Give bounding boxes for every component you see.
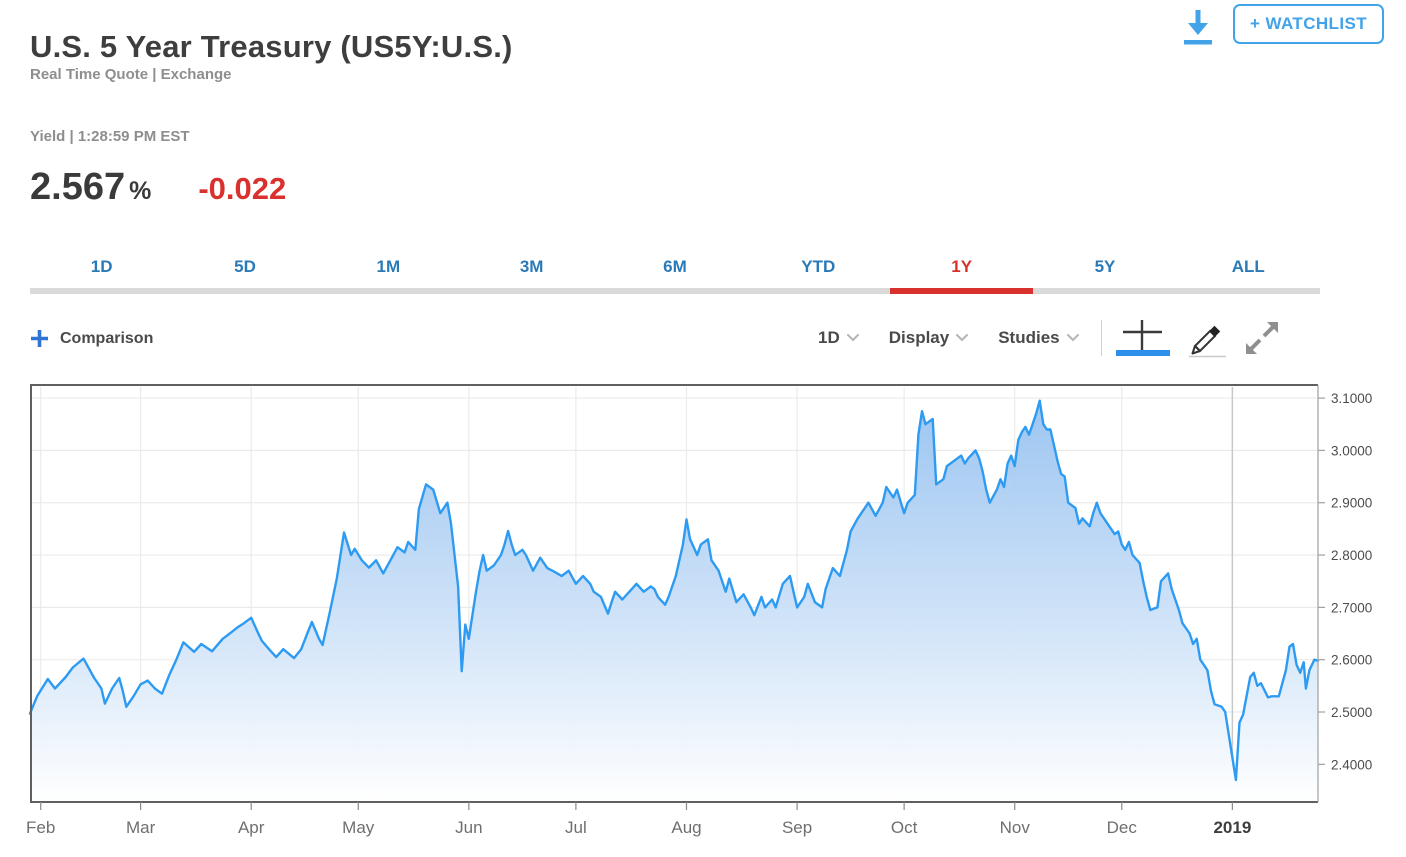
display-label: Display xyxy=(888,328,950,347)
y-axis-label: 2.5000 xyxy=(1331,705,1372,720)
x-axis-label: May xyxy=(342,818,375,837)
chevron-down-icon xyxy=(956,334,969,342)
tab-5y[interactable]: 5Y xyxy=(1094,257,1116,276)
active-tab-underline xyxy=(890,288,1034,294)
x-axis-label: Jun xyxy=(455,818,482,837)
y-axis-label: 2.9000 xyxy=(1331,496,1372,511)
tab-6m[interactable]: 6M xyxy=(663,257,687,276)
download-button[interactable] xyxy=(1181,8,1215,49)
pencil-icon xyxy=(1188,325,1226,358)
tab-5d[interactable]: 5D xyxy=(234,257,256,276)
range-tabs-track xyxy=(30,288,1320,294)
tab-ytd[interactable]: YTD xyxy=(801,257,836,276)
quote-time-label: Yield | 1:28:59 PM EST xyxy=(30,128,190,145)
interval-label: 1D xyxy=(818,328,840,347)
chevron-down-icon xyxy=(846,334,859,342)
x-axis-label: Oct xyxy=(891,818,918,837)
tab-all[interactable]: ALL xyxy=(1231,257,1265,276)
draw-tool-button[interactable] xyxy=(1186,318,1228,358)
yield-value: 2.567 xyxy=(30,166,126,208)
tab-1m[interactable]: 1M xyxy=(376,257,401,276)
x-axis-label: Jul xyxy=(565,818,587,837)
x-axis-label: Dec xyxy=(1107,818,1138,837)
price-chart-svg: 3.1000 3.0000 2.9000 2.8000 2.7000 2.6000 2.50… xyxy=(26,384,1372,837)
tab-1d[interactable]: 1D xyxy=(90,257,113,276)
chart-toolbar: 1D Display Studies xyxy=(818,316,1323,360)
quote-row: 2.567 % -0.022 xyxy=(30,166,286,209)
tab-3m[interactable]: 3M xyxy=(519,257,544,276)
tab-1y[interactable]: 1Y xyxy=(951,257,973,276)
crosshair-icon xyxy=(1115,320,1170,356)
x-axis-label: Sep xyxy=(782,818,812,837)
x-axis-label: Apr xyxy=(238,818,265,837)
x-axis-label: Aug xyxy=(671,818,701,837)
header-actions: + WATCHLIST xyxy=(1181,4,1384,49)
yield-change: -0.022 xyxy=(198,171,287,206)
studies-dropdown[interactable]: Studies xyxy=(998,328,1079,348)
crosshair-tool-button[interactable] xyxy=(1115,319,1170,357)
price-chart[interactable]: 3.1000 3.0000 2.9000 2.8000 2.7000 2.6000 2.50… xyxy=(0,382,1406,852)
y-axis-label: 2.8000 xyxy=(1331,548,1372,563)
x-axis-label: Mar xyxy=(126,818,156,837)
y-axis-label: 3.0000 xyxy=(1331,443,1372,458)
y-axis-label: 2.6000 xyxy=(1331,653,1372,668)
y-axis-label: 3.1000 xyxy=(1331,391,1372,406)
page-title: U.S. 5 Year Treasury (US5Y:U.S.) xyxy=(30,28,513,64)
x-axis-label: Feb xyxy=(26,818,55,837)
fullscreen-button[interactable] xyxy=(1244,320,1280,356)
plus-icon xyxy=(31,330,48,347)
range-tabs: 1D 5D 1M 3M 6M YTD 1Y 5Y ALL xyxy=(30,257,1320,277)
comparison-control[interactable]: Comparison xyxy=(30,329,153,348)
x-axis-label: 2019 xyxy=(1213,818,1251,837)
chevron-down-icon xyxy=(1066,334,1079,342)
download-icon xyxy=(1184,10,1213,45)
toolbar-divider xyxy=(1100,320,1102,356)
expand-icon xyxy=(1245,322,1278,354)
x-axis-label: Nov xyxy=(1000,818,1031,837)
comparison-label: Comparison xyxy=(60,329,154,347)
y-axis-label: 2.7000 xyxy=(1331,600,1372,615)
display-dropdown[interactable]: Display xyxy=(888,328,969,348)
studies-label: Studies xyxy=(998,328,1060,347)
add-watchlist-button[interactable]: + WATCHLIST xyxy=(1233,4,1384,44)
quote-source: Real Time Quote | Exchange xyxy=(30,66,232,83)
interval-dropdown[interactable]: 1D xyxy=(818,328,859,348)
yield-unit: % xyxy=(129,177,152,205)
y-axis-label: 2.4000 xyxy=(1331,757,1372,772)
